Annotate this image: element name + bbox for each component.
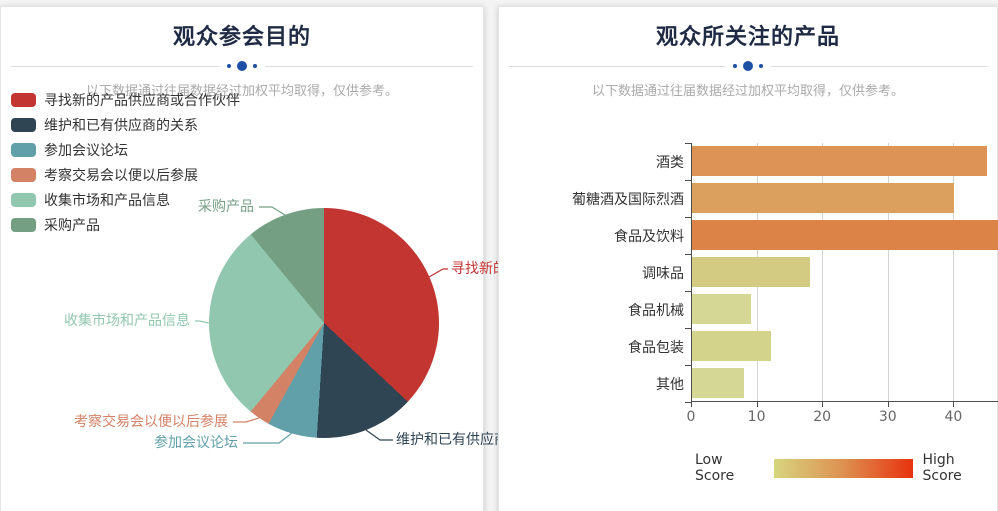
bar[interactable] xyxy=(692,331,771,361)
x-axis-label: 20 xyxy=(813,409,832,425)
legend-swatch-icon xyxy=(11,142,36,157)
legend-item[interactable]: 收集市场和产品信息 xyxy=(11,187,240,212)
y-axis-tick xyxy=(685,253,691,255)
bar[interactable] xyxy=(692,294,752,324)
x-axis-label: 40 xyxy=(944,409,963,425)
y-axis-tick xyxy=(685,290,691,292)
pie-label-line xyxy=(233,417,260,423)
pie-slice-label: 考察交易会以便以后参展 xyxy=(74,414,228,430)
bar[interactable] xyxy=(692,368,745,398)
gridline xyxy=(953,143,955,401)
divider-line xyxy=(11,65,219,67)
legend-item[interactable]: 维护和已有供应商的关系 xyxy=(11,112,240,137)
legend-swatch-icon xyxy=(11,92,36,107)
pie-label-line xyxy=(428,268,448,278)
pie-label-line xyxy=(195,320,210,324)
pie-chart[interactable] xyxy=(209,208,439,438)
category-label: 其他 xyxy=(656,377,684,393)
small-dot-icon xyxy=(227,64,231,68)
legend-label: 寻找新的产品供应商或合作伙伴 xyxy=(44,92,240,109)
bar[interactable] xyxy=(692,257,811,287)
bar[interactable] xyxy=(692,183,955,213)
divider-dots xyxy=(733,61,763,71)
small-dot-icon xyxy=(733,64,737,68)
category-label: 食品及饮料 xyxy=(614,229,684,245)
small-dot-icon xyxy=(253,64,257,68)
title-divider xyxy=(11,60,473,72)
category-label: 酒类 xyxy=(656,155,684,171)
visualmap-gradient[interactable] xyxy=(773,458,914,478)
legend-label: 收集市场和产品信息 xyxy=(44,192,170,209)
big-dot-icon xyxy=(743,61,753,71)
x-axis-line xyxy=(691,401,998,402)
bar[interactable] xyxy=(692,220,998,250)
y-axis-tick xyxy=(685,142,691,144)
x-axis-tick xyxy=(822,402,824,407)
divider-line xyxy=(265,65,473,67)
page-title: 观众所关注的产品 xyxy=(655,25,840,50)
x-axis-tick xyxy=(691,402,692,407)
divider-line xyxy=(509,65,725,67)
category-label: 食品机械 xyxy=(628,303,684,319)
panel-subtitle: 以下数据通过往届数据经过加权平均取得，仅供参考。 xyxy=(591,84,904,99)
gridline xyxy=(887,143,889,401)
visualmap-high-label: High Score xyxy=(922,452,962,484)
y-axis-line xyxy=(691,143,692,402)
panel-subtitle: 以下数据通过往届数据经过加权平均取得，仅供参考。 xyxy=(85,84,398,99)
x-axis-tick xyxy=(756,402,758,407)
x-axis-tick xyxy=(953,402,955,407)
visualmap-low-label: Low Score xyxy=(695,452,735,484)
pie-slice-label: 收集市场和产品信息 xyxy=(64,313,190,329)
legend-item[interactable]: 寻找新的产品供应商或合作伙伴 xyxy=(11,87,240,112)
title-divider xyxy=(509,60,987,72)
category-label: 食品包装 xyxy=(628,340,684,356)
card-visit-purpose: 观众参会目的 以下数据通过往届数据经过加权平均取得，仅供参考。 寻找新的产品供应… xyxy=(0,6,647,511)
legend-item[interactable]: 采购产品 xyxy=(11,212,240,237)
x-axis-label: 0 xyxy=(686,409,696,425)
pie-label-line xyxy=(243,432,293,444)
big-dot-icon xyxy=(237,61,247,71)
legend-label: 采购产品 xyxy=(44,217,100,234)
legend-label: 维护和已有供应商的关系 xyxy=(44,117,198,134)
y-axis-tick xyxy=(685,401,691,403)
card-products-of-interest: 观众所关注的产品 以下数据通过往届数据经过加权平均取得，仅供参考。 0 10 20 3… xyxy=(498,6,998,511)
y-axis-tick xyxy=(685,179,691,181)
bar-chart: 0 10 20 30 40 酒类葡糖酒及国际烈酒食品及饮料调味品食品机械食品包装其他 xyxy=(499,7,998,511)
category-label: 调味品 xyxy=(642,266,684,282)
legend-swatch-icon xyxy=(11,117,36,132)
x-axis-label: 10 xyxy=(747,409,766,425)
y-axis-tick xyxy=(685,364,691,366)
visualmap-legend: Low Score High Score xyxy=(695,452,997,484)
y-axis-tick xyxy=(685,216,691,218)
divider-dots xyxy=(227,61,257,71)
small-dot-icon xyxy=(759,64,763,68)
x-axis-label: 30 xyxy=(878,409,897,425)
legend-swatch-icon xyxy=(11,192,36,207)
pie-slice-label: 采购产品 xyxy=(198,199,254,215)
legend-swatch-icon xyxy=(11,217,36,232)
legend-item[interactable]: 考察交易会以便以后参展 xyxy=(11,162,240,187)
bar[interactable] xyxy=(692,146,988,176)
category-label: 葡糖酒及国际烈酒 xyxy=(572,192,684,208)
page-title: 观众参会目的 xyxy=(172,25,311,50)
legend-label: 考察交易会以便以后参展 xyxy=(44,167,198,184)
pie-legend: 寻找新的产品供应商或合作伙伴 维护和已有供应商的关系 参加会议论坛考察交易会以便以后… xyxy=(11,87,240,237)
legend-swatch-icon xyxy=(11,167,36,182)
legend-item[interactable]: 参加会议论坛 xyxy=(11,137,240,162)
legend-label: 参加会议论坛 xyxy=(44,142,128,159)
pie-slice-label: 参加会议论坛 xyxy=(154,435,238,451)
y-axis-tick xyxy=(685,327,691,329)
divider-line xyxy=(771,65,987,67)
x-axis-tick xyxy=(887,402,889,407)
pie-label-line xyxy=(259,206,286,216)
gridline xyxy=(822,143,824,401)
pie-label-line xyxy=(365,429,393,441)
